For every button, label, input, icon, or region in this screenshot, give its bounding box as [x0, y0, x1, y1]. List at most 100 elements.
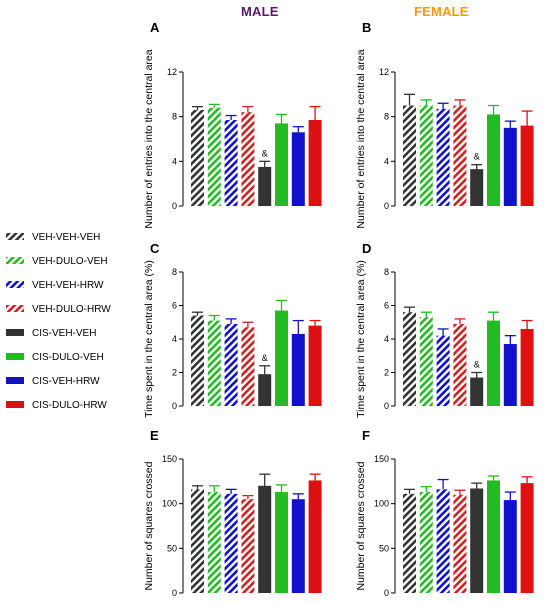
- bar: [258, 166, 272, 206]
- y-tick-label: 4: [172, 334, 177, 344]
- bar: [436, 335, 450, 406]
- panel-letter: C: [150, 241, 160, 256]
- bar: [403, 105, 416, 206]
- bar: [503, 500, 517, 593]
- bar: [224, 120, 238, 206]
- legend-swatch: [6, 353, 24, 360]
- legend-swatch: [6, 329, 24, 336]
- significance-marker: &: [474, 360, 480, 370]
- legend-item: VEH-DULO-HRW: [6, 304, 111, 315]
- y-axis-label: Number of squares crossed: [355, 461, 367, 590]
- bar: [258, 374, 272, 406]
- y-tick-label: 6: [384, 301, 389, 311]
- legend-swatch: [6, 401, 24, 408]
- bar: [191, 315, 204, 406]
- bar: [436, 108, 450, 206]
- legend-item: CIS-VEH-VEH: [6, 328, 96, 339]
- legend-label: VEH-VEH-HRW: [32, 280, 104, 291]
- y-tick-label: 150: [374, 454, 389, 464]
- y-tick-label: 0: [384, 588, 389, 598]
- y-tick-label: 6: [172, 301, 177, 311]
- legend-label: CIS-VEH-HRW: [32, 376, 100, 387]
- y-tick-label: 0: [384, 401, 389, 411]
- legend-item: VEH-DULO-VEH: [6, 256, 108, 267]
- bar: [291, 132, 305, 206]
- legend-item: CIS-DULO-HRW: [6, 400, 107, 411]
- bar: [419, 492, 433, 593]
- y-tick-label: 100: [162, 499, 177, 509]
- bar: [291, 333, 305, 406]
- y-tick-label: 12: [379, 67, 389, 77]
- panel-c: C 0 2 4 6 8 Time spent in the central area (%)…: [143, 241, 322, 418]
- bar: [308, 120, 322, 206]
- bar: [453, 323, 467, 406]
- legend-label: CIS-VEH-VEH: [32, 328, 96, 339]
- y-tick-label: 2: [384, 368, 389, 378]
- panel-letter: F: [362, 428, 370, 443]
- bar: [207, 320, 221, 406]
- male-column-header: MALE: [241, 4, 279, 19]
- bar: [275, 123, 288, 206]
- y-tick-label: 2: [172, 368, 177, 378]
- bar: [241, 499, 255, 593]
- bar: [503, 127, 517, 206]
- y-tick-label: 4: [384, 156, 389, 166]
- y-tick-label: 4: [172, 156, 177, 166]
- panel-a: A 0 4 8 12 Number of entries into the central…: [143, 20, 322, 229]
- legend: VEH-VEH-VEH VEH-DULO-VEH VEH-VEH-HRW VEH-DU…: [6, 232, 111, 411]
- y-tick-label: 50: [379, 543, 389, 553]
- bar: [258, 485, 272, 593]
- bar: [207, 492, 221, 593]
- bar: [487, 114, 500, 206]
- y-tick-label: 0: [172, 401, 177, 411]
- bar: [487, 480, 500, 593]
- bar: [224, 323, 238, 406]
- panel-e: E 0 50 100 150 Number of squares crossed: [143, 428, 322, 598]
- bar: [224, 493, 238, 593]
- panel-letter: E: [150, 428, 159, 443]
- y-axis-label: Number of squares crossed: [143, 461, 155, 590]
- bar: [470, 488, 484, 593]
- bar: [191, 489, 204, 593]
- chart-panels: A 0 4 8 12 Number of entries into the central…: [143, 20, 534, 598]
- bar: [191, 109, 204, 206]
- legend-label: VEH-DULO-VEH: [32, 256, 108, 267]
- y-axis-label: Number of entries into the central area: [355, 49, 367, 228]
- legend-item: CIS-DULO-VEH: [6, 352, 104, 363]
- bar: [308, 480, 322, 593]
- bar: [419, 317, 433, 406]
- bar: [419, 105, 433, 206]
- bar: [453, 494, 467, 593]
- y-tick-label: 8: [384, 112, 389, 122]
- panel-letter: D: [362, 241, 371, 256]
- y-tick-label: 4: [384, 334, 389, 344]
- bar: [520, 125, 534, 206]
- y-tick-label: 100: [374, 499, 389, 509]
- panel-letter: B: [362, 20, 371, 35]
- bar: [291, 499, 305, 593]
- y-tick-label: 8: [172, 112, 177, 122]
- y-tick-label: 0: [172, 588, 177, 598]
- y-tick-label: 8: [172, 267, 177, 277]
- legend-label: CIS-DULO-VEH: [32, 352, 104, 363]
- significance-marker: &: [474, 152, 480, 162]
- y-tick-label: 0: [172, 201, 177, 211]
- legend-item: VEH-VEH-VEH: [6, 232, 100, 243]
- y-axis-label: Number of entries into the central area: [143, 49, 155, 228]
- bar: [470, 377, 484, 406]
- panel-letter: A: [150, 20, 160, 35]
- legend-label: VEH-DULO-HRW: [32, 304, 111, 315]
- bar: [403, 312, 416, 406]
- y-axis-label: Time spent in the central area (%): [143, 260, 155, 418]
- bar: [487, 320, 500, 406]
- y-tick-label: 150: [162, 454, 177, 464]
- legend-swatch: [6, 233, 24, 240]
- bar: [453, 105, 467, 206]
- significance-marker: &: [262, 353, 268, 363]
- bar: [520, 328, 534, 406]
- female-column-header: FEMALE: [414, 4, 469, 19]
- bar: [241, 112, 255, 206]
- y-axis-label: Time spent in the central area (%): [355, 260, 367, 418]
- legend-item: CIS-VEH-HRW: [6, 376, 100, 387]
